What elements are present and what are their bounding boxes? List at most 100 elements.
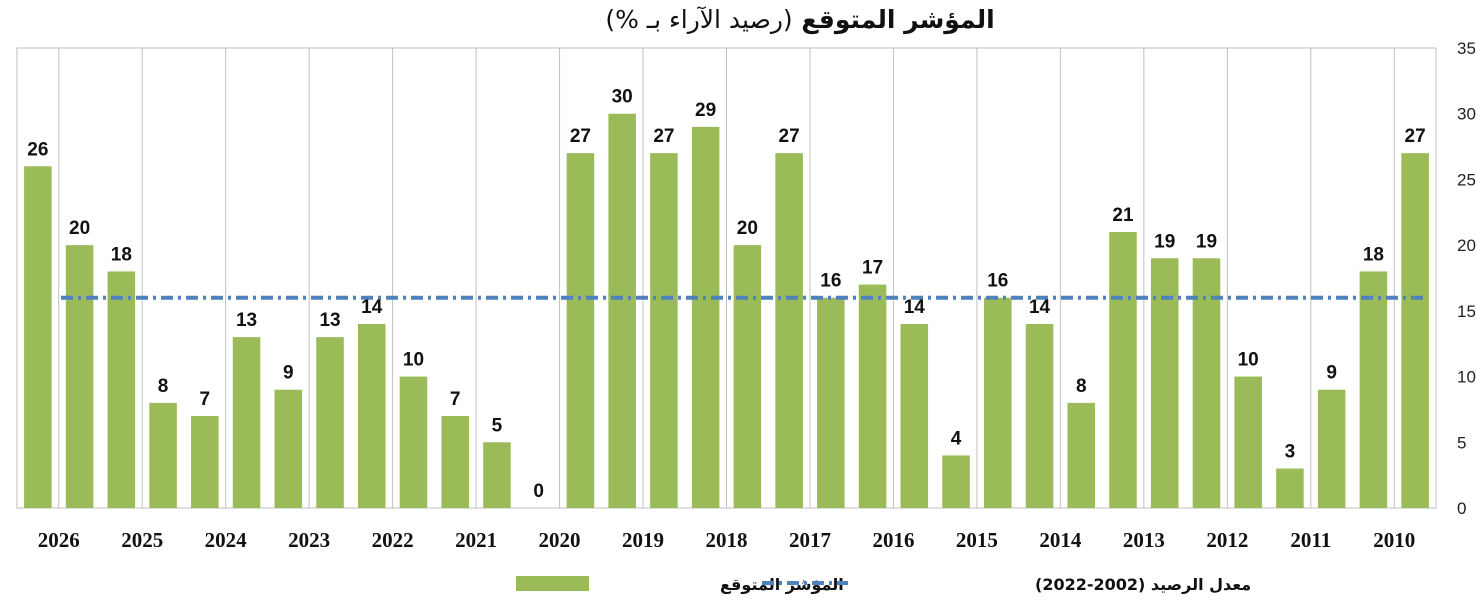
legend-swatch-bars: [516, 576, 589, 591]
data-label: 30: [612, 87, 633, 108]
bar: [483, 442, 511, 508]
data-label: 20: [69, 218, 90, 239]
y-tick-label: 10: [1457, 368, 1476, 387]
data-label: 14: [1029, 297, 1051, 318]
data-label: 16: [987, 271, 1008, 292]
bar: [984, 297, 1012, 508]
bar: [399, 376, 428, 508]
data-label: 7: [450, 389, 461, 410]
bar: [1192, 258, 1221, 508]
y-axis: 0 5 10 15 20 25 30 35: [1457, 39, 1476, 518]
data-label: 17: [862, 258, 883, 279]
data-label: 21: [1112, 205, 1134, 226]
data-label: 9: [1326, 363, 1337, 384]
bar: [149, 402, 177, 508]
chart-title-sub: (رصيد الآراء بـ %): [605, 5, 792, 34]
bar: [1109, 232, 1137, 508]
data-label: 0: [533, 481, 544, 502]
data-label: 27: [1405, 126, 1426, 147]
bar: [191, 416, 219, 508]
bar: [608, 113, 636, 508]
y-tick-label: 15: [1457, 302, 1476, 321]
data-label: 9: [283, 363, 294, 384]
x-tick-label: 2012: [1206, 528, 1248, 552]
data-label: 5: [492, 415, 503, 436]
x-tick-label: 2015: [956, 528, 998, 552]
bar: [1025, 324, 1054, 508]
data-label: 27: [779, 126, 800, 147]
data-label: 14: [361, 297, 383, 318]
data-label: 3: [1285, 442, 1296, 463]
bar: [1359, 271, 1388, 508]
data-label: 8: [1076, 376, 1087, 397]
bar: [817, 297, 845, 508]
grid: [16, 47, 1437, 509]
bar: [733, 245, 762, 508]
data-label: 18: [111, 244, 132, 265]
bar: [900, 324, 929, 508]
data-label: 13: [319, 310, 340, 331]
bar: [441, 416, 469, 508]
bar: [691, 126, 720, 508]
data-label: 16: [820, 271, 841, 292]
data-label: 27: [653, 126, 674, 147]
bar: [858, 284, 887, 508]
x-tick-label: 2011: [1290, 528, 1331, 552]
bar: [1401, 153, 1429, 508]
data-label: 8: [158, 376, 169, 397]
y-tick-label: 30: [1457, 105, 1476, 124]
bar: [775, 153, 803, 508]
bar: [1276, 468, 1304, 508]
chart-title-main: المؤشر المتوقع: [801, 5, 994, 35]
legend: المؤشر المتوقع معدل الرصيد (2002-2022): [516, 575, 1251, 594]
x-tick-label: 2024: [205, 528, 248, 552]
data-label: 10: [1238, 350, 1259, 371]
x-tick-label: 2017: [789, 528, 831, 552]
bar: [1150, 258, 1179, 508]
legend-label-average: معدل الرصيد (2002-2022): [1035, 575, 1251, 594]
y-tick-label: 25: [1457, 170, 1476, 189]
x-tick-label: 2016: [872, 528, 914, 552]
bar: [1067, 402, 1096, 508]
data-label: 14: [904, 297, 926, 318]
bar: [65, 245, 94, 508]
data-label: 13: [236, 310, 257, 331]
data-label: 26: [27, 139, 48, 160]
y-tick-label: 5: [1457, 433, 1466, 452]
data-label: 20: [737, 218, 758, 239]
data-label: 29: [695, 100, 716, 121]
x-tick-label: 2010: [1373, 528, 1415, 552]
bar: [274, 389, 303, 508]
y-tick-label: 20: [1457, 236, 1476, 255]
data-label: 19: [1196, 231, 1217, 252]
x-tick-label: 2023: [288, 528, 330, 552]
bar: [316, 337, 344, 508]
data-label: 27: [570, 126, 591, 147]
value-labels-group: 27 18 9 3 10 19 19 21 8 14 16 4 14 17 16 27 20 29 27 30 27 0 5…: [27, 87, 1425, 502]
data-label: 4: [951, 428, 962, 449]
x-tick-label: 2021: [455, 528, 497, 552]
chart-title: المؤشر المتوقع (رصيد الآراء بـ %): [605, 5, 994, 35]
bar: [24, 166, 52, 509]
x-tick-label: 2014: [1039, 528, 1082, 552]
bar: [107, 271, 136, 508]
bar: [566, 153, 595, 508]
bar: [942, 455, 970, 508]
data-label: 7: [200, 389, 211, 410]
bar: [650, 153, 678, 508]
x-tick-label: 2025: [121, 528, 163, 552]
x-axis: 2010 2011 2012 2013 2014 2015 2016 2017 2018 2019…: [38, 528, 1416, 552]
bar: [357, 324, 386, 508]
bar: [232, 337, 261, 508]
data-label: 18: [1363, 244, 1384, 265]
x-tick-label: 2020: [539, 528, 581, 552]
bar: [1234, 376, 1262, 508]
data-label: 10: [403, 350, 424, 371]
x-tick-label: 2019: [622, 528, 664, 552]
x-tick-label: 2013: [1123, 528, 1165, 552]
data-label: 19: [1154, 231, 1175, 252]
y-tick-label: 0: [1457, 499, 1466, 518]
bars-group: [24, 113, 1429, 509]
bar: [1317, 389, 1346, 508]
